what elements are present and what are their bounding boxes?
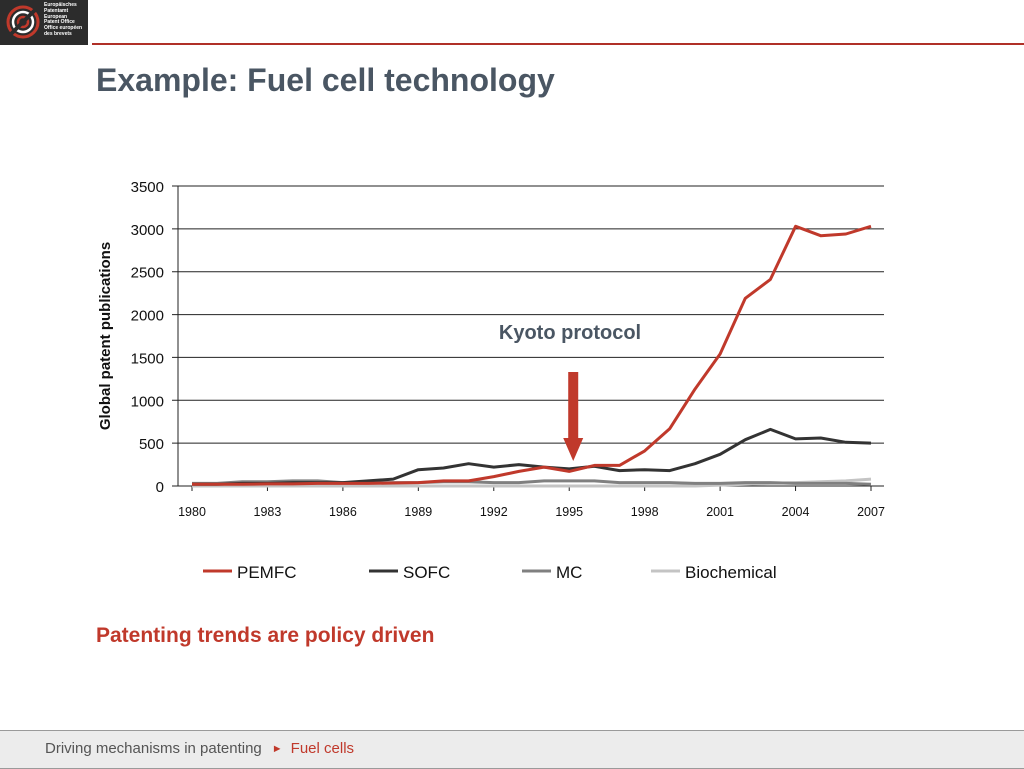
breadcrumb-section[interactable]: Driving mechanisms in patenting xyxy=(45,740,262,757)
logo-text-line: Patentamt xyxy=(44,7,69,14)
series-line-mc xyxy=(192,479,872,486)
x-tick-label: 1989 xyxy=(404,505,432,519)
x-tick-label: 1992 xyxy=(480,505,508,519)
logo-text-line: Patent Office xyxy=(44,19,75,26)
footer-breadcrumb: Driving mechanisms in patenting ► Fuel cel… xyxy=(45,740,354,757)
annotation-arrow-shaft xyxy=(568,372,579,440)
logo-text-line: European xyxy=(44,13,68,20)
epo-logo-mark xyxy=(6,5,40,39)
x-tick-label: 1983 xyxy=(254,505,282,519)
epo-logo: Europäisches Patentamt European Patent O… xyxy=(0,0,88,45)
y-tick-label: 0 xyxy=(156,479,164,496)
x-tick-label: 1998 xyxy=(631,505,659,519)
x-tick-label: 1986 xyxy=(329,505,357,519)
y-tick-label: 3000 xyxy=(131,222,164,239)
breadcrumb-current: Fuel cells xyxy=(290,740,355,757)
epo-logo-text: Europäisches Patentamt European Patent O… xyxy=(44,2,88,38)
footer-bar: Driving mechanisms in patenting ► Fuel cel… xyxy=(0,730,1024,769)
logo-text-line: Europäisches xyxy=(44,2,77,8)
annotation-arrow-head xyxy=(563,438,584,461)
x-tick-label: 2001 xyxy=(706,505,734,519)
patent-line-chart: 0 500 1000 1500 2000 2500 3000 3500 1980 1983 1986… xyxy=(97,179,885,582)
logo-text-line: Office européen xyxy=(44,25,83,32)
x-tick-label: 2004 xyxy=(782,505,810,519)
y-axis-label: Global patent publications xyxy=(97,242,114,430)
x-tick-label: 1980 xyxy=(178,505,206,519)
x-tick-label: 2007 xyxy=(857,505,885,519)
legend-label: Biochemical xyxy=(685,563,777,582)
y-tick-label: 1000 xyxy=(131,393,164,410)
legend-item: MC xyxy=(522,563,582,582)
series-line-pemfc xyxy=(192,224,872,486)
legend-label: PEMFC xyxy=(237,563,297,582)
legend-label: SOFC xyxy=(403,563,450,582)
slide-title: Example: Fuel cell technology xyxy=(96,62,555,98)
y-tick-label: 1500 xyxy=(131,350,164,367)
annotation-label: Kyoto protocol xyxy=(499,322,641,344)
breadcrumb-arrow-icon: ► xyxy=(271,743,283,755)
header-rule xyxy=(92,43,1024,45)
y-tick-label: 500 xyxy=(139,436,164,453)
logo-text-line: des brevets xyxy=(44,30,72,37)
x-tick-label: 1995 xyxy=(555,505,583,519)
slide-subtitle: Patenting trends are policy driven xyxy=(96,624,435,647)
y-tick-label: 2000 xyxy=(131,308,164,325)
y-tick-label: 2500 xyxy=(131,265,164,282)
legend-label: MC xyxy=(556,563,582,582)
legend-item: PEMFC xyxy=(203,563,297,582)
series-line-sofc xyxy=(192,427,872,486)
legend-item: SOFC xyxy=(369,563,450,582)
legend-item: Biochemical xyxy=(651,563,777,582)
y-tick-label: 3500 xyxy=(131,179,164,196)
